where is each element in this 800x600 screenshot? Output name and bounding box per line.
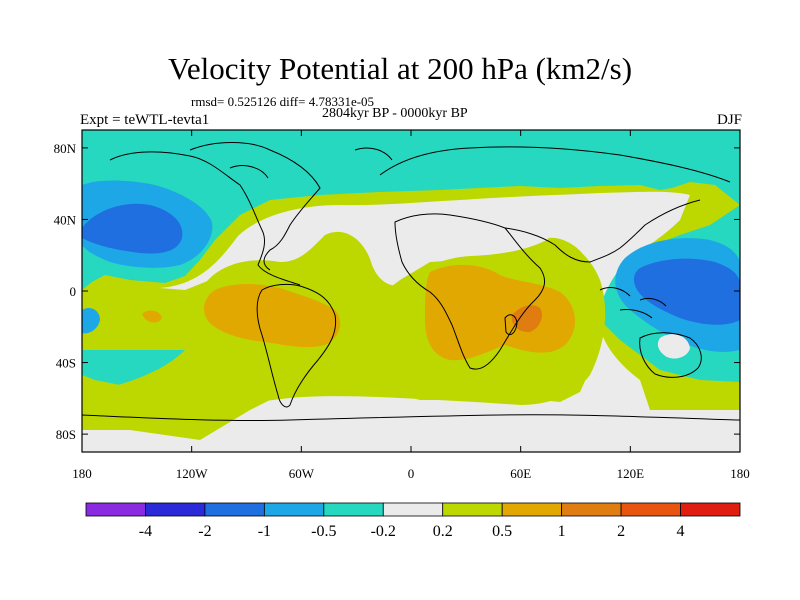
lat-tick-label: 80N [54, 141, 77, 156]
colorbar-label: 0.2 [433, 523, 453, 540]
colorbar-swatch [620, 502, 681, 517]
lat-tick-label: 80S [56, 427, 76, 442]
colorbar-swatch [204, 502, 265, 517]
coastline-africa [394, 213, 546, 370]
coastline-greenland-arctic [229, 147, 393, 179]
colorbar-label: -1 [258, 523, 271, 540]
colorbar-label: -2 [198, 523, 211, 540]
field-contour-north-pacific-deep-blue [82, 203, 183, 254]
lon-tick-label: 180 [730, 466, 750, 481]
lon-tick-label: 60E [510, 466, 531, 481]
coastline-maritime-continent [599, 287, 667, 319]
colorbar-label: 4 [677, 523, 685, 540]
colorbar-swatch [501, 502, 563, 517]
colorbar-swatch [382, 502, 444, 517]
colorbar-label: -4 [139, 523, 152, 540]
field-contour-south-america-orange [204, 284, 341, 348]
experiment-label: Expt = teWTL-tevta1 [80, 112, 210, 128]
colorbar-swatch [323, 502, 384, 517]
coastline-north-america-east [189, 142, 321, 271]
colorbar-swatch [561, 502, 622, 517]
lon-tick-label: 120W [176, 466, 209, 481]
lon-tick-label: 0 [408, 466, 415, 481]
colorbar-swatch [680, 502, 741, 517]
coastlines [82, 142, 740, 422]
field-contour-australia-neutral [657, 334, 690, 359]
coastline-australia [639, 332, 702, 378]
coastline-madagascar [504, 314, 518, 336]
colorbar-swatch [85, 502, 146, 517]
period-text: 2804kyr BP - 0000kyr BP [322, 106, 468, 121]
colorbar-swatch [263, 502, 325, 517]
field-contour-africa-orange [425, 264, 576, 361]
colorbar-swatch [145, 502, 206, 517]
colorbar-label: 2 [617, 523, 625, 540]
lon-tick-label: 180 [72, 466, 92, 481]
coastline-south-america [256, 283, 337, 408]
coastline-eurasia-north [379, 146, 731, 183]
colorbar-label: -0.2 [371, 523, 396, 540]
colorbar-label: 0.5 [492, 523, 512, 540]
lat-tick-label: 40N [54, 212, 77, 227]
colorbar-swatch [442, 502, 503, 517]
season-label: DJF [716, 112, 742, 128]
field-contour-north-cyan [82, 130, 740, 290]
field-contour-indian-ocean-dark-orange [511, 305, 542, 333]
lat-tick-label: 0 [70, 284, 77, 299]
lon-tick-label: 60W [289, 466, 315, 481]
colorbar-label: 1 [558, 523, 566, 540]
colorbar-label: -0.5 [311, 523, 336, 540]
field-contour-east-pacific-blue [82, 308, 100, 334]
chart-title: Velocity Potential at 200 hPa (km2/s) [167, 51, 633, 86]
lat-tick-label: 40S [56, 356, 76, 371]
map-plot-area [82, 130, 740, 452]
lon-tick-label: 120E [617, 466, 645, 481]
field-contour-arabia-green [548, 237, 590, 283]
coastline-antarctica [82, 414, 740, 422]
coastline-asia-south [504, 199, 701, 263]
field-contour-pacific-orange [142, 310, 162, 323]
coastline-north-america-west [109, 151, 301, 286]
colorbar: -4 -2 -1 -0.5 -0.2 0.2 0.5 1 2 4 [85, 502, 741, 540]
field-contour-maritime-deep-blue [633, 258, 740, 325]
stats-text: rmsd= 0.525126 diff= 4.78331e-05 [191, 94, 375, 109]
axis-ticks: 180 120W 60W 0 60E 120E 180 80N 40N 0 40S 80S [54, 130, 750, 481]
